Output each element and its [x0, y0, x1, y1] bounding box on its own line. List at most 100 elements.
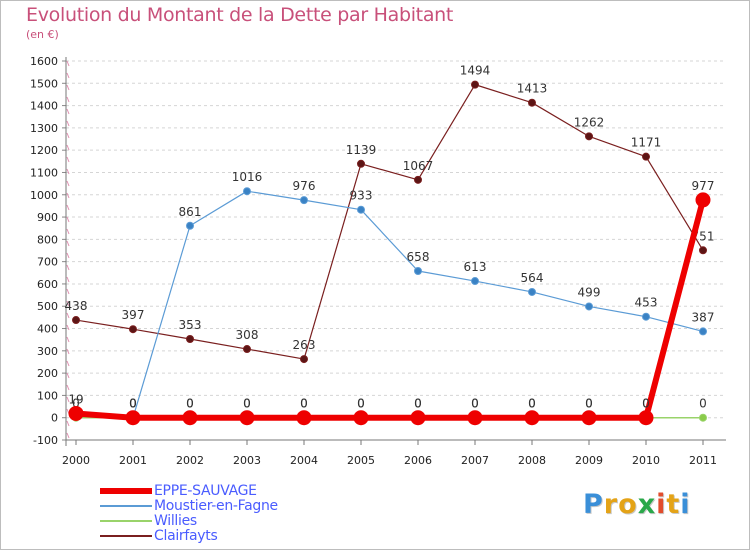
axis-hatch — [66, 336, 70, 343]
axis-hatch — [66, 300, 70, 307]
y-tick-label: 200 — [37, 367, 58, 380]
data-label: 0 — [414, 397, 422, 411]
data-point — [186, 335, 194, 344]
data-label: 0 — [471, 397, 479, 411]
y-tick-label: 900 — [37, 211, 58, 224]
data-point — [524, 410, 540, 426]
data-point — [357, 159, 365, 168]
data-point — [296, 410, 312, 426]
data-label: 0 — [300, 397, 308, 411]
data-point — [699, 413, 707, 422]
axis-hatch — [66, 396, 70, 403]
data-label: 613 — [464, 260, 487, 274]
x-tick-label: 2004 — [290, 454, 318, 467]
axis-hatch — [66, 132, 70, 139]
logo-letter: i — [680, 489, 691, 520]
data-point — [353, 410, 369, 426]
data-label: 397 — [122, 308, 145, 322]
series-line — [75, 84, 704, 360]
axis-hatch — [66, 372, 70, 379]
data-label: 0 — [585, 397, 593, 411]
logo-letter: P — [583, 489, 604, 520]
y-tick-label: 1500 — [30, 77, 58, 90]
data-point — [357, 205, 365, 214]
data-label: 1262 — [574, 115, 605, 129]
legend-swatch — [100, 535, 152, 537]
y-tick-label: 400 — [37, 323, 58, 336]
axis-hatch — [66, 72, 70, 79]
x-tick-label: 2009 — [575, 454, 603, 467]
data-label: 263 — [293, 338, 316, 352]
legend-label: Clairfayts — [154, 528, 218, 544]
data-label: 308 — [236, 328, 259, 342]
data-point — [68, 405, 84, 421]
data-point — [581, 410, 597, 426]
legend-label: EPPE-SAUVAGE — [154, 483, 257, 499]
axis-hatch — [66, 96, 70, 103]
axis-hatch — [66, 360, 70, 367]
proxiti-logo: Proxiti — [583, 489, 691, 520]
y-tick-label: 1600 — [30, 55, 58, 68]
axis-hatch — [66, 312, 70, 319]
data-label: 353 — [179, 318, 202, 332]
data-point — [695, 192, 711, 208]
axis-hatch — [66, 108, 70, 115]
y-tick-label: 0 — [51, 412, 58, 425]
data-label: 0 — [243, 397, 251, 411]
data-label: 0 — [471, 397, 479, 411]
data-label: 0 — [300, 397, 308, 411]
data-point — [471, 80, 479, 89]
axis-hatch — [66, 288, 70, 295]
axis-hatch — [66, 252, 70, 259]
data-label: 564 — [521, 271, 544, 285]
data-label: 0 — [129, 397, 137, 411]
data-point — [186, 221, 194, 230]
x-tick-label: 2011 — [689, 454, 717, 467]
data-label: 933 — [350, 189, 373, 203]
data-point — [125, 410, 141, 426]
data-label: 976 — [293, 179, 316, 193]
data-label: 0 — [129, 397, 137, 411]
data-label: 0 — [129, 397, 137, 411]
axis-hatch — [66, 420, 70, 427]
axis-hatch — [66, 120, 70, 127]
y-tick-label: 300 — [37, 345, 58, 358]
axis-hatch — [66, 348, 70, 355]
data-label: 1494 — [460, 64, 491, 78]
axis-hatch — [66, 168, 70, 175]
y-tick-label: 1100 — [30, 166, 58, 179]
data-point — [528, 98, 536, 107]
data-label: 1171 — [631, 136, 662, 150]
data-point — [642, 312, 650, 321]
axis-hatch — [66, 264, 70, 271]
data-point — [585, 132, 593, 141]
data-point — [638, 410, 654, 426]
legend-swatch — [100, 488, 152, 494]
data-label: 0 — [528, 397, 536, 411]
y-tick-label: 1200 — [30, 144, 58, 157]
data-label: 19 — [68, 392, 83, 406]
axis-hatch — [66, 192, 70, 199]
y-tick-label: 100 — [37, 389, 58, 402]
data-point — [72, 316, 80, 325]
data-label: 0 — [243, 397, 251, 411]
data-label: 0 — [585, 397, 593, 411]
data-label: 977 — [692, 179, 715, 193]
data-label: 387 — [692, 310, 715, 324]
axis-hatch — [66, 432, 70, 439]
x-tick-label: 2010 — [632, 454, 660, 467]
axis-hatch — [66, 156, 70, 163]
data-label: 0 — [357, 397, 365, 411]
data-point — [467, 410, 483, 426]
data-label: 0 — [186, 397, 194, 411]
y-tick-label: 800 — [37, 233, 58, 246]
data-point — [699, 327, 707, 336]
legend-swatch — [100, 505, 152, 507]
data-label: 658 — [407, 250, 430, 264]
x-tick-label: 2008 — [518, 454, 546, 467]
data-label: 499 — [578, 285, 601, 299]
data-point — [410, 410, 426, 426]
logo-letter: x — [637, 489, 657, 520]
